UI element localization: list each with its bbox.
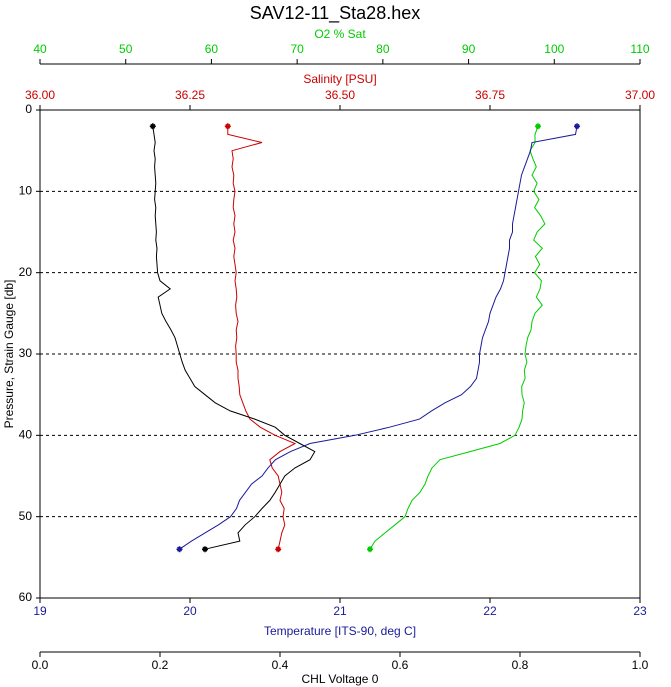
x-tick-label: 90 bbox=[462, 42, 476, 56]
x-tick-label: 19 bbox=[33, 604, 47, 618]
x-axis-label: Salinity [PSU] bbox=[303, 72, 376, 86]
endpoint-marker bbox=[574, 123, 580, 130]
x-tick-label: 80 bbox=[376, 42, 390, 56]
profile-line bbox=[179, 126, 578, 550]
x-tick-label: 110 bbox=[630, 42, 649, 56]
x-tick-label: 36.50 bbox=[325, 88, 355, 102]
y-tick-label: 10 bbox=[19, 184, 33, 198]
x-tick-label: 20 bbox=[183, 604, 197, 618]
x-tick-label: 60 bbox=[205, 42, 219, 56]
y-tick-label: 20 bbox=[19, 265, 33, 279]
x-tick-label: 1.0 bbox=[632, 658, 649, 672]
endpoint-marker bbox=[149, 123, 156, 130]
x-axis-label: O2 % Sat bbox=[314, 27, 366, 41]
y-tick-label: 40 bbox=[19, 428, 33, 442]
x-tick-label: 0.0 bbox=[32, 658, 49, 672]
x-tick-label: 22 bbox=[483, 604, 497, 618]
x-tick-label: 70 bbox=[290, 42, 304, 56]
x-tick-label: 100 bbox=[544, 42, 564, 56]
chart-title: SAV12-11_Sta28.hex bbox=[250, 3, 420, 24]
x-tick-label: 0.2 bbox=[152, 658, 169, 672]
profile-line bbox=[152, 126, 316, 550]
y-axis-label: Pressure, Strain Gauge [db] bbox=[2, 280, 16, 429]
profile-line bbox=[369, 126, 546, 550]
endpoint-marker bbox=[202, 546, 208, 553]
x-axis-label: Temperature [ITS-90, deg C] bbox=[264, 624, 416, 638]
endpoint-marker bbox=[224, 123, 231, 130]
x-axis-label: CHL Voltage 0 bbox=[302, 672, 379, 686]
x-tick-label: 36.75 bbox=[475, 88, 505, 102]
x-tick-label: 0.8 bbox=[512, 658, 529, 672]
x-tick-label: 21 bbox=[333, 604, 347, 618]
endpoint-marker bbox=[535, 123, 541, 130]
x-tick-label: 36.25 bbox=[175, 88, 205, 102]
x-tick-label: 50 bbox=[119, 42, 133, 56]
y-tick-label: 30 bbox=[19, 346, 33, 360]
endpoint-marker bbox=[275, 546, 282, 553]
y-tick-label: 0 bbox=[25, 102, 32, 116]
x-tick-label: 37.00 bbox=[625, 88, 655, 102]
y-tick-label: 50 bbox=[19, 509, 33, 523]
x-tick-label: 0.6 bbox=[392, 658, 409, 672]
x-tick-label: 36.00 bbox=[25, 88, 55, 102]
endpoint-marker bbox=[367, 546, 373, 553]
y-tick-label: 60 bbox=[19, 590, 33, 604]
x-tick-label: 0.4 bbox=[272, 658, 289, 672]
x-tick-label: 23 bbox=[633, 604, 647, 618]
endpoint-marker bbox=[176, 546, 183, 553]
profile-line bbox=[227, 126, 297, 550]
x-tick-label: 40 bbox=[33, 42, 47, 56]
